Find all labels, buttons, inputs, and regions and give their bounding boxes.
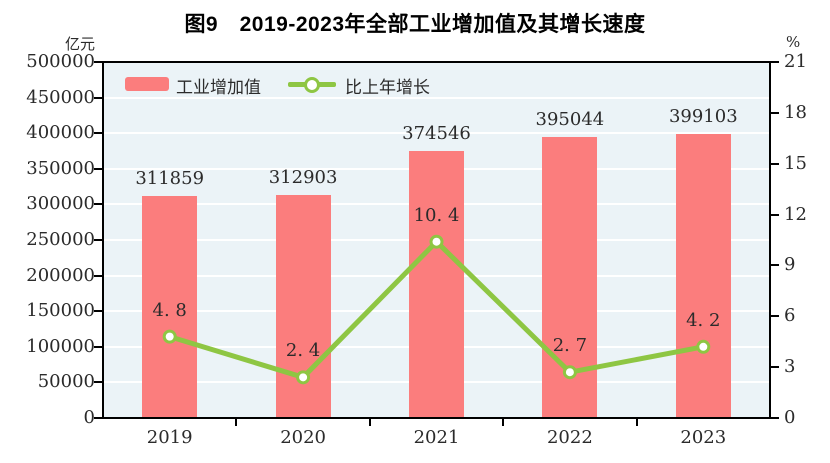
x-axis-tick [502, 419, 505, 426]
left-axis-tick-label: 100000 [26, 335, 95, 357]
right-axis-tick-label: 18 [784, 101, 807, 123]
left-axis-tick [94, 61, 102, 63]
left-axis-tick-label: 150000 [26, 300, 95, 322]
left-axis-tick [94, 381, 102, 384]
right-axis-tick [771, 111, 779, 114]
bar-value-label: 311859 [135, 167, 205, 189]
right-axis-tick-label: 3 [784, 356, 796, 378]
left-axis-tick-label: 50000 [37, 371, 95, 393]
left-axis-tick-label: 500000 [26, 51, 95, 72]
bar-value-label: 399103 [668, 105, 738, 127]
right-axis-tick-label: 15 [784, 152, 807, 174]
right-axis-tick [771, 61, 779, 63]
bar-legend-label: 工业增加值 [176, 78, 261, 98]
left-axis-tick [94, 96, 102, 99]
right-axis-tick [771, 315, 779, 318]
left-axis-tick-label: 400000 [26, 122, 95, 144]
left-axis-tick [94, 417, 102, 419]
right-axis-unit-label: % [786, 33, 801, 51]
x-axis-label: 2019 [146, 427, 193, 448]
right-axis-tick-label: 12 [784, 203, 807, 225]
bar-value-label: 395044 [535, 108, 605, 130]
x-axis-label: 2022 [546, 427, 593, 448]
right-axis-tick [771, 162, 779, 165]
x-axis-tick [635, 419, 638, 426]
x-axis-tick [235, 419, 238, 426]
right-axis-tick-label: 0 [784, 407, 796, 428]
left-axis-tick [94, 239, 102, 241]
x-axis-tick [368, 419, 371, 426]
bar-value-label: 374546 [402, 123, 471, 145]
line-value-label: 4. 8 [152, 299, 187, 321]
gridline [104, 132, 769, 135]
left-axis-tick [94, 203, 102, 206]
left-axis-tick-label: 200000 [26, 264, 95, 286]
right-axis-tick [771, 366, 779, 369]
left-axis-tick-label: 0 [83, 407, 95, 428]
left-axis-tick-label: 300000 [26, 193, 95, 215]
line-value-label: 2. 7 [552, 335, 588, 357]
left-axis-unit-label: 亿元 [64, 35, 95, 53]
left-axis-tick [94, 274, 102, 277]
axis-frame [102, 61, 771, 419]
line-value-label: 2. 4 [285, 340, 321, 362]
right-axis-tick-label: 21 [784, 51, 807, 72]
x-axis-label: 2021 [413, 427, 460, 448]
right-axis-tick [771, 213, 779, 216]
left-axis-tick [94, 132, 102, 135]
line-legend-label: 比上年增长 [345, 78, 430, 98]
right-axis-tick-label: 6 [784, 305, 796, 327]
left-axis-tick-label: 350000 [26, 157, 95, 179]
right-axis-tick [771, 264, 779, 267]
gridline [104, 96, 769, 99]
left-axis-tick-label: 250000 [26, 229, 95, 250]
line-value-label: 4. 2 [686, 309, 721, 331]
left-axis-tick-label: 450000 [26, 86, 95, 108]
x-axis-label: 2023 [680, 427, 727, 448]
bar-value-label: 312903 [268, 167, 338, 189]
left-axis-tick [94, 167, 102, 170]
line-legend-marker-icon [304, 77, 320, 93]
chart-title: 图9 2019-2023年全部工业增加值及其增长速度 [184, 13, 646, 36]
left-axis-tick [94, 345, 102, 348]
left-axis-tick [94, 310, 102, 313]
bar-legend-swatch [125, 77, 169, 91]
right-axis-tick [771, 417, 779, 419]
right-axis-tick-label: 9 [784, 254, 796, 276]
line-value-label: 10. 4 [413, 204, 460, 226]
x-axis-label: 2020 [280, 427, 326, 448]
